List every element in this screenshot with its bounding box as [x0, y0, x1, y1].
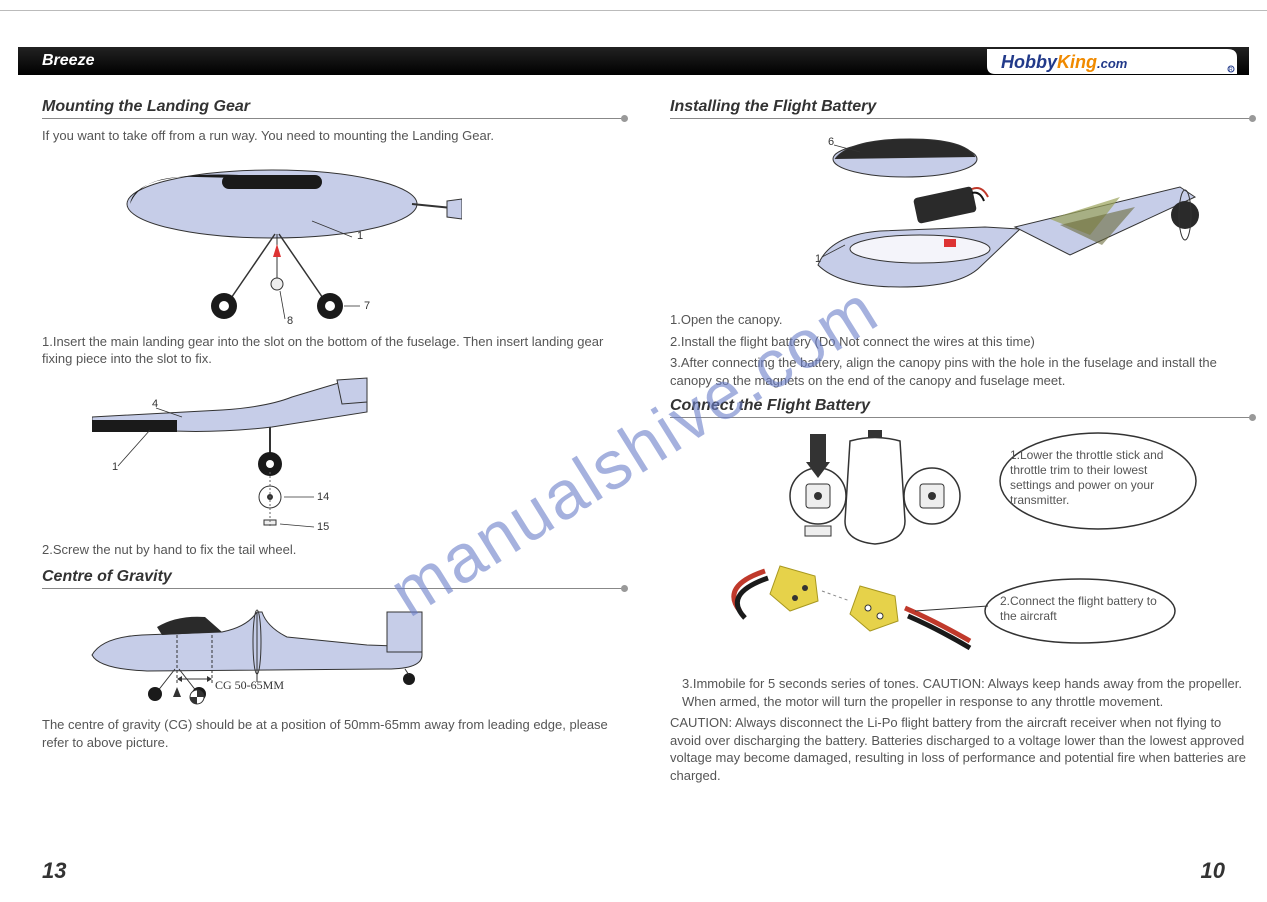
svg-text:1: 1 [112, 461, 118, 473]
callout-2: 2.Connect the flight battery to the airc… [1000, 594, 1160, 624]
figure-landing-gear-2: 4 1 14 15 [92, 372, 372, 537]
section-title-install-battery: Installing the Flight Battery [670, 98, 1250, 119]
svg-text:6: 6 [828, 136, 834, 148]
connect-caution: CAUTION: Always disconnect the Li-Po fli… [670, 714, 1250, 784]
figure-cg: CG 50-65MM [87, 597, 482, 712]
landing-gear-intro: If you want to take off from a run way. … [42, 127, 622, 145]
install-step1: 1.Open the canopy. [670, 311, 1250, 329]
hobbyking-logo: HobbyKing.com R [987, 49, 1237, 74]
svg-text:1: 1 [815, 253, 821, 265]
figure-landing-gear-1: 1 6 7 8 [102, 149, 462, 329]
svg-text:R: R [1229, 67, 1233, 73]
page-number-left: 13 [42, 858, 66, 884]
left-page: Mounting the Landing Gear If you want to… [42, 98, 622, 755]
section-title-connect-battery: Connect the Flight Battery [670, 397, 1250, 418]
landing-gear-step1: 1.Insert the main landing gear into the … [42, 333, 622, 368]
right-page: Installing the Flight Battery 1 6 1.Open [670, 98, 1250, 788]
section-title-landing-gear: Mounting the Landing Gear [42, 98, 622, 119]
top-divider [0, 10, 1267, 11]
page-number-right: 10 [1201, 858, 1225, 884]
callout-1: 1.Lower the throttle stick and throttle … [1010, 448, 1186, 508]
svg-text:7: 7 [364, 300, 370, 312]
svg-text:15: 15 [317, 521, 329, 533]
svg-text:8: 8 [287, 315, 293, 327]
header-bar: Breeze HobbyKing.com R [18, 47, 1249, 75]
svg-text:14: 14 [317, 491, 329, 503]
install-step2: 2.Install the flight battery (Do Not con… [670, 333, 1250, 351]
cg-dimension-label: CG 50-65MM [215, 678, 284, 692]
cg-text: The centre of gravity (CG) should be at … [42, 716, 622, 751]
figure-install-battery: 1 6 [750, 127, 1200, 307]
landing-gear-step2: 2.Screw the nut by hand to fix the tail … [42, 541, 622, 559]
install-step3: 3.After connecting the battery, align th… [670, 354, 1250, 389]
svg-text:1: 1 [357, 230, 363, 242]
figure-connect-battery: 1.Lower the throttle stick and throttle … [710, 426, 1250, 671]
product-name: Breeze [18, 52, 94, 69]
section-title-cg: Centre of Gravity [42, 568, 622, 589]
connect-step3: 3.Immobile for 5 seconds series of tones… [670, 675, 1250, 710]
